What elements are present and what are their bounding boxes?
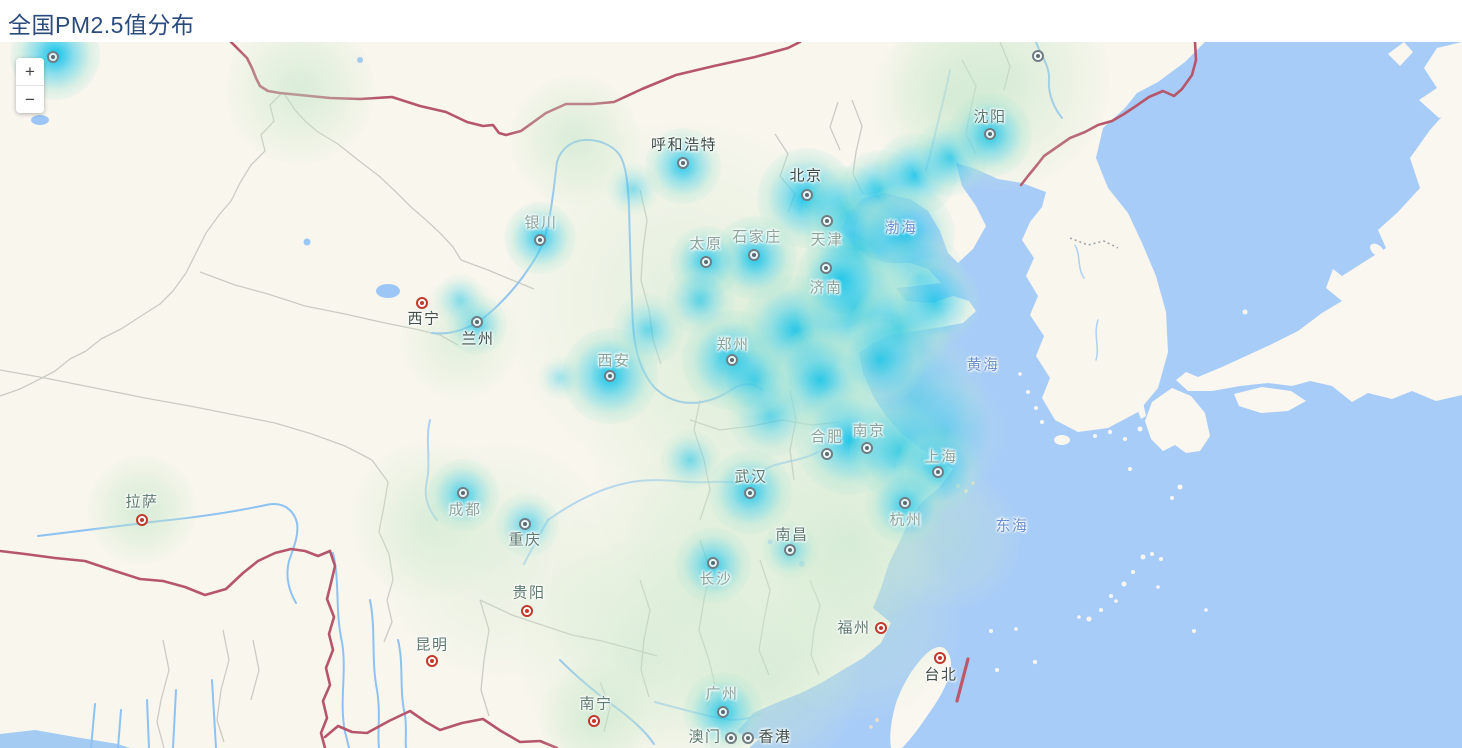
base-map-layer [0,42,1462,748]
myanmar-border [319,549,337,748]
islands-group [890,42,1462,748]
page-title: 全国PM2.5值分布 [8,12,195,38]
taiwan-island [890,646,952,748]
delta-water [0,730,130,748]
qinghai-lake [376,284,400,298]
zoom-controls: + − [16,58,44,113]
himalaya-border [0,547,332,597]
honshu-island [1176,94,1462,402]
hokkaido-fragment [1419,42,1462,118]
vietnam-border [323,709,559,748]
zoom-in-button[interactable]: + [16,58,44,85]
kyushu-island [1145,388,1210,453]
strait-line [955,657,970,703]
zoom-out-button[interactable]: − [16,86,44,113]
page-header: 全国PM2.5值分布 [0,0,1462,42]
shikoku-island [1234,387,1306,413]
map-canvas[interactable]: 呼和浩特 北京 沈阳 天津 石家庄 太原 银川 西宁 兰州 西安 郑州 济南 合肥 南京 上海 武汉 杭州 南昌长… [0,42,1462,748]
